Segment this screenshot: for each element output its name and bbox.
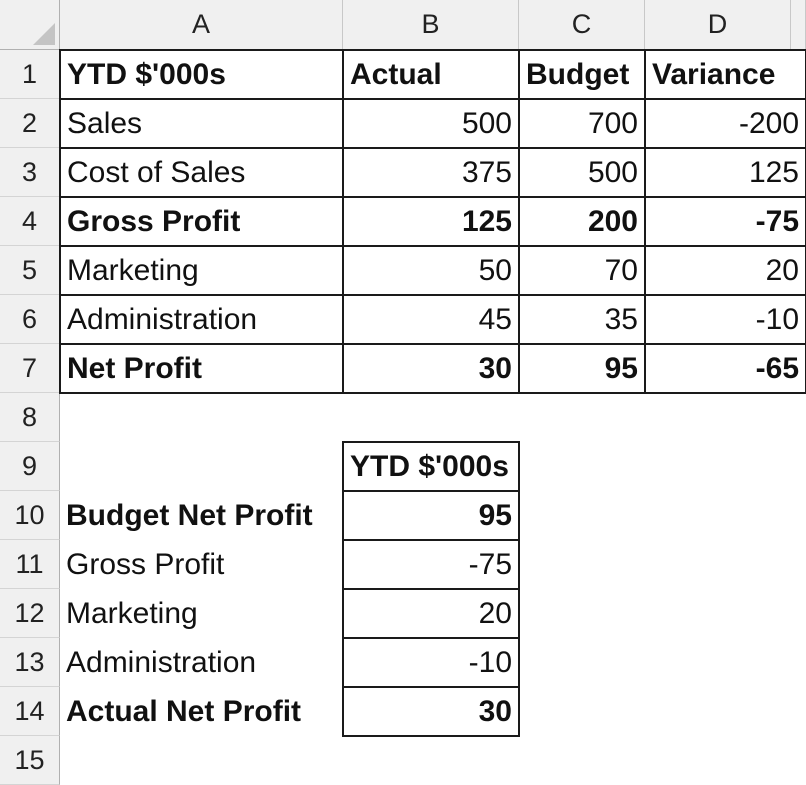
row-header-10[interactable]: 10: [0, 491, 60, 540]
row-header-5[interactable]: 5: [0, 246, 60, 295]
row-header-7[interactable]: 7: [0, 344, 60, 393]
table2-row-value[interactable]: 30: [342, 686, 520, 737]
table2-row-label[interactable]: Administration: [66, 645, 257, 679]
select-all-corner[interactable]: [0, 0, 60, 50]
table1-row-actual[interactable]: 500: [342, 98, 520, 149]
table1-row-variance[interactable]: -200: [644, 98, 806, 149]
table1-row-label[interactable]: Net Profit: [59, 343, 344, 394]
row-header-12[interactable]: 12: [0, 589, 60, 638]
table1-row-budget[interactable]: 70: [518, 245, 646, 296]
table2-row-label[interactable]: Actual Net Profit: [66, 694, 302, 728]
table1-row-label[interactable]: Sales: [59, 98, 344, 149]
table1-header-label[interactable]: YTD $'000s: [59, 49, 344, 100]
row-header-4[interactable]: 4: [0, 197, 60, 246]
column-header-b[interactable]: B: [343, 0, 519, 50]
table1-row-label[interactable]: Administration: [59, 294, 344, 345]
column-header-c[interactable]: C: [519, 0, 645, 50]
table1-row-actual[interactable]: 125: [342, 196, 520, 247]
table1-row-budget[interactable]: 500: [518, 147, 646, 198]
table2-row-value[interactable]: -75: [342, 539, 520, 590]
table1-row-actual[interactable]: 50: [342, 245, 520, 296]
table1-header-budget[interactable]: Budget: [518, 49, 646, 100]
table1-row-label[interactable]: Gross Profit: [59, 196, 344, 247]
table1-row-variance[interactable]: -75: [644, 196, 806, 247]
table1-header-actual[interactable]: Actual: [342, 49, 520, 100]
table1-row-variance[interactable]: 20: [644, 245, 806, 296]
row-header-8[interactable]: 8: [0, 393, 60, 442]
row-header-13[interactable]: 13: [0, 638, 60, 687]
cell-grid[interactable]: [60, 50, 806, 764]
row-header-3[interactable]: 3: [0, 148, 60, 197]
table2-header[interactable]: YTD $'000s: [342, 441, 520, 492]
table2-row-value[interactable]: 20: [342, 588, 520, 639]
row-header-6[interactable]: 6: [0, 295, 60, 344]
table2-row-label[interactable]: Budget Net Profit: [66, 498, 313, 532]
table2-row-label[interactable]: Marketing: [66, 596, 198, 630]
table1-row-actual[interactable]: 45: [342, 294, 520, 345]
column-header-filler: [791, 0, 806, 50]
table1-row-budget[interactable]: 700: [518, 98, 646, 149]
table1-row-label[interactable]: Cost of Sales: [59, 147, 344, 198]
row-header-14[interactable]: 14: [0, 687, 60, 736]
select-all-triangle-icon: [33, 23, 55, 45]
column-header-d[interactable]: D: [645, 0, 791, 50]
table1-row-label[interactable]: Marketing: [59, 245, 344, 296]
table1-row-actual[interactable]: 30: [342, 343, 520, 394]
column-header-a[interactable]: A: [60, 0, 343, 50]
table1-row-variance[interactable]: -10: [644, 294, 806, 345]
table2-row-label[interactable]: Gross Profit: [66, 547, 225, 581]
row-header-15[interactable]: 15: [0, 736, 60, 785]
table2-row-value[interactable]: 95: [342, 490, 520, 541]
table1-row-variance[interactable]: -65: [644, 343, 806, 394]
table1-row-budget[interactable]: 95: [518, 343, 646, 394]
row-header-1[interactable]: 1: [0, 50, 60, 99]
table1-row-budget[interactable]: 35: [518, 294, 646, 345]
table1-row-budget[interactable]: 200: [518, 196, 646, 247]
table1-header-variance[interactable]: Variance: [644, 49, 806, 100]
row-header-9[interactable]: 9: [0, 442, 60, 491]
table2-row-value[interactable]: -10: [342, 637, 520, 688]
row-header-2[interactable]: 2: [0, 99, 60, 148]
table1-row-variance[interactable]: 125: [644, 147, 806, 198]
row-header-11[interactable]: 11: [0, 540, 60, 589]
table1-row-actual[interactable]: 375: [342, 147, 520, 198]
